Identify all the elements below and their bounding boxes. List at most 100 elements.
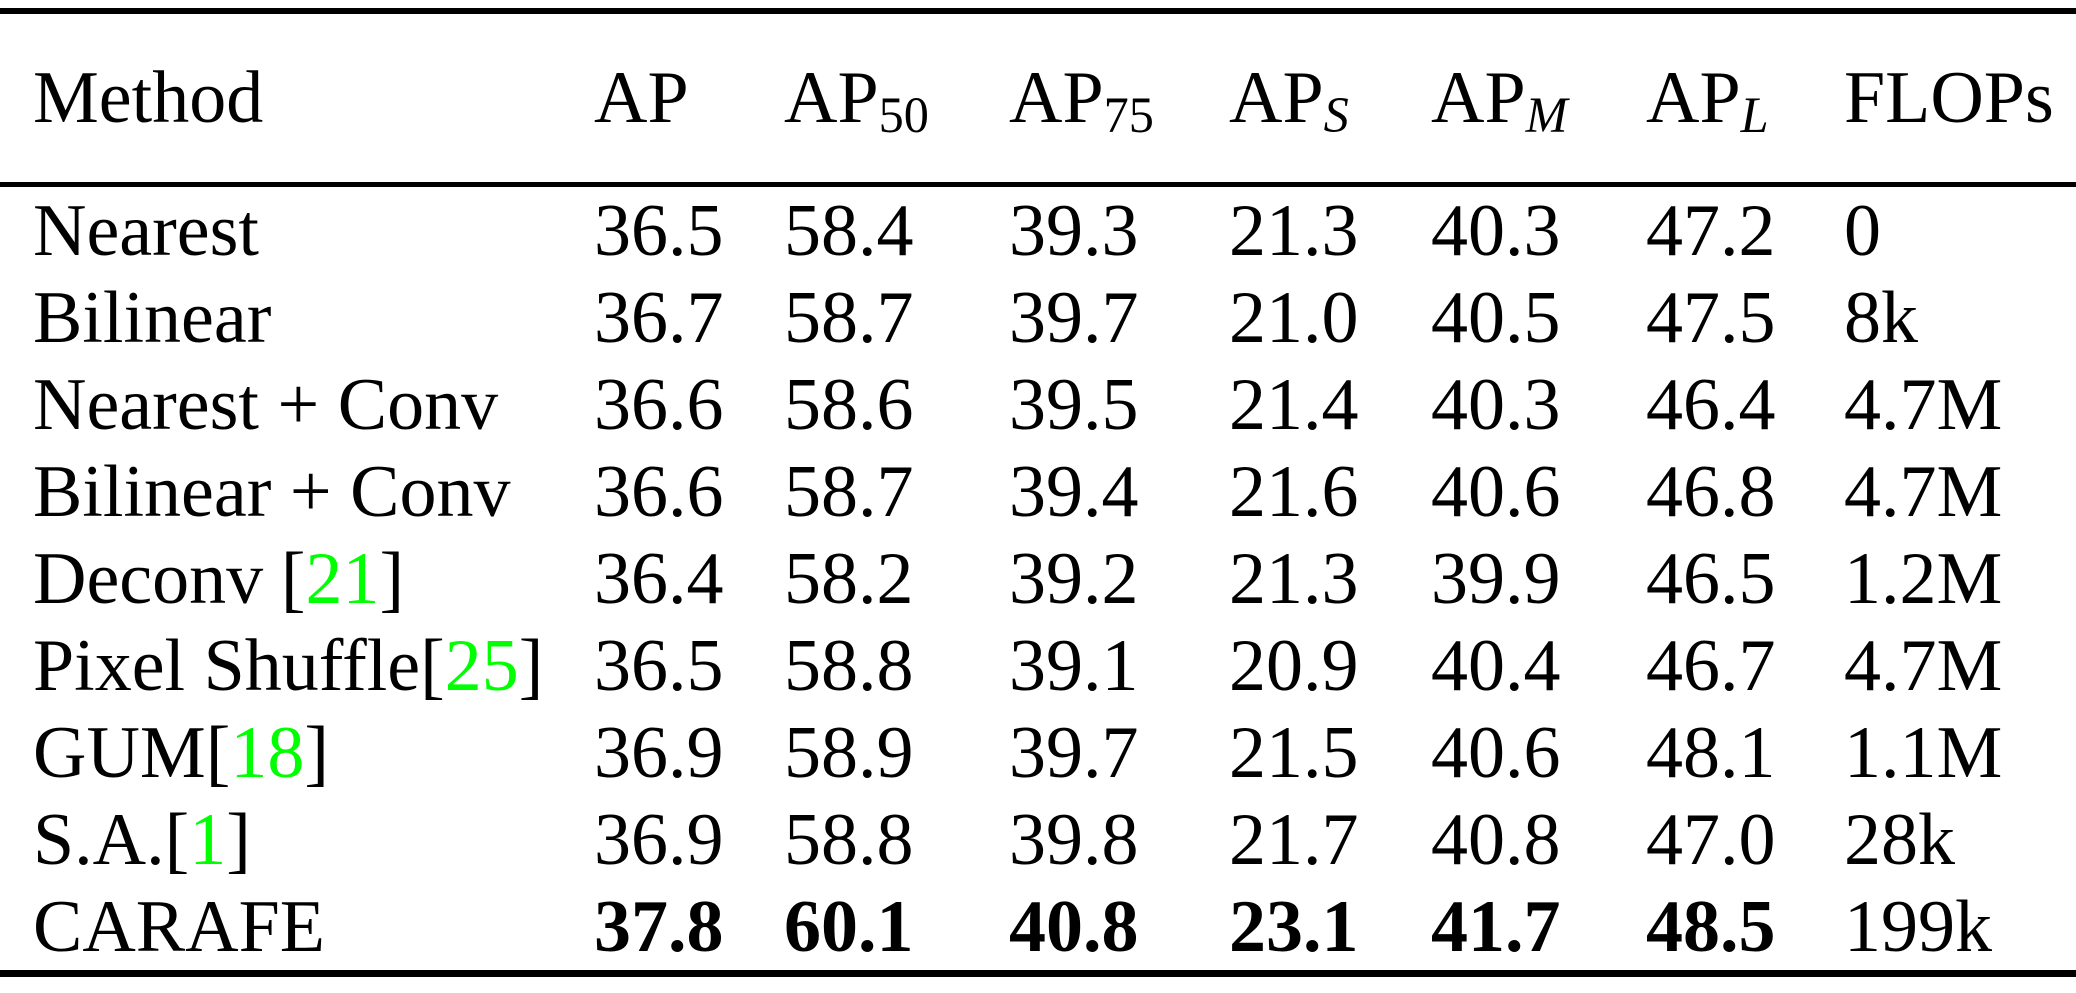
cell-flops: 8k [1844, 276, 1918, 359]
header-col-ap-m: APM [1431, 61, 1646, 140]
method-name: Pixel Shuffle [33, 624, 421, 707]
cell-ap-s: 21.5 [1229, 711, 1359, 794]
cell-ap-s: 23.1 [1229, 885, 1359, 968]
cell-ap: 36.6 [594, 450, 724, 533]
method-name: S.A. [33, 798, 165, 881]
method-name: Nearest + Conv [33, 363, 499, 446]
table-row: Bilinear 36.7 58.7 39.7 21.0 40.5 47.5 8k [0, 274, 2076, 361]
cell-flops: 4.7M [1844, 363, 2003, 446]
cell-ap-l: 46.4 [1646, 363, 1776, 446]
cell-ap50: 58.6 [784, 363, 914, 446]
header-subscript: 50 [878, 87, 929, 144]
cell-ap-m: 40.5 [1431, 276, 1561, 359]
cell-ap75: 39.5 [1009, 363, 1139, 446]
cell-method: Bilinear [33, 281, 594, 355]
method-name: Nearest [33, 189, 259, 272]
results-table: Method AP AP50 AP75 APS APM APL FLOPs Nearest 36… [0, 8, 2076, 977]
cell-flops: 199k [1844, 885, 1992, 968]
cell-ap50: 58.8 [784, 624, 914, 707]
cell-ap75: 39.4 [1009, 450, 1139, 533]
citation-number: 1 [189, 798, 227, 881]
header-label: AP [784, 57, 879, 139]
header-subscript: S [1323, 87, 1349, 144]
header-col-method: Method [33, 61, 594, 135]
header-subscript: 75 [1103, 87, 1154, 144]
cell-method: Nearest [33, 194, 594, 268]
citation-bracket-open: [ [420, 624, 445, 707]
cell-method: Pixel Shuffle[25] [33, 629, 594, 703]
cell-ap-m: 40.6 [1431, 711, 1561, 794]
header-label: AP [1431, 57, 1526, 139]
cell-ap-l: 48.5 [1646, 885, 1776, 968]
table-body: Nearest 36.5 58.4 39.3 21.3 40.3 47.2 0 Bilinear… [0, 187, 2076, 970]
cell-ap-s: 21.3 [1229, 189, 1359, 272]
cell-ap: 36.9 [594, 798, 724, 881]
cell-ap75: 39.1 [1009, 624, 1139, 707]
cell-ap-l: 47.5 [1646, 276, 1776, 359]
method-name: GUM [33, 711, 206, 794]
cell-flops: 1.2M [1844, 537, 2003, 620]
table-row: S.A.[1] 36.9 58.8 39.8 21.7 40.8 47.0 28k [0, 796, 2076, 883]
table-header-row: Method AP AP50 AP75 APS APM APL FLOPs [0, 14, 2076, 182]
citation-number: 25 [444, 624, 519, 707]
cell-ap-s: 21.3 [1229, 537, 1359, 620]
citation-bracket-open: [ [164, 798, 190, 881]
citation-number: 18 [230, 711, 305, 794]
method-name: Bilinear + Conv [33, 450, 511, 533]
cell-method: GUM[18] [33, 716, 594, 790]
citation-bracket-close: ] [226, 798, 251, 881]
table-row: Nearest 36.5 58.4 39.3 21.3 40.3 47.2 0 [0, 187, 2076, 274]
cell-method: CARAFE [33, 890, 594, 964]
cell-ap-m: 40.4 [1431, 624, 1561, 707]
cell-ap75: 39.2 [1009, 537, 1139, 620]
cell-ap-s: 21.7 [1229, 798, 1359, 881]
header-subscript: M [1525, 87, 1568, 144]
header-label: AP [594, 57, 689, 139]
table-row: Pixel Shuffle[25] 36.5 58.8 39.1 20.9 40.4 46.… [0, 622, 2076, 709]
cell-ap50: 58.9 [784, 711, 914, 794]
cell-ap: 36.9 [594, 711, 724, 794]
method-name: CARAFE [33, 885, 325, 968]
cell-ap-s: 21.0 [1229, 276, 1359, 359]
cell-ap-m: 41.7 [1431, 885, 1561, 968]
header-label: FLOPs [1844, 57, 2054, 139]
cell-method: S.A.[1] [33, 803, 594, 877]
table-row: CARAFE 37.8 60.1 40.8 23.1 41.7 48.5 199k [0, 883, 2076, 970]
table-top-rule [0, 8, 2076, 14]
cell-ap-l: 48.1 [1646, 711, 1776, 794]
cell-ap-s: 20.9 [1229, 624, 1359, 707]
cell-ap-s: 21.6 [1229, 450, 1359, 533]
cell-flops: 4.7M [1844, 624, 2003, 707]
cell-ap50: 58.8 [784, 798, 914, 881]
header-col-ap-l: APL [1646, 61, 1844, 140]
cell-ap: 36.5 [594, 189, 724, 272]
cell-flops: 4.7M [1844, 450, 2003, 533]
cell-ap50: 58.7 [784, 450, 914, 533]
cell-ap75: 39.7 [1009, 711, 1139, 794]
cell-flops: 28k [1844, 798, 1955, 881]
cell-ap-l: 47.0 [1646, 798, 1776, 881]
header-label: AP [1229, 57, 1324, 139]
cell-flops: 0 [1844, 189, 1881, 272]
citation-bracket-close: ] [304, 711, 329, 794]
cell-ap-l: 47.2 [1646, 189, 1776, 272]
cell-ap50: 58.4 [784, 189, 914, 272]
header-col-flops: FLOPs [1844, 61, 2076, 135]
cell-method: Bilinear + Conv [33, 455, 594, 529]
table-header-rule [0, 182, 2076, 187]
table-row: Nearest + Conv 36.6 58.6 39.5 21.4 40.3 46.4 4.… [0, 361, 2076, 448]
table-bottom-rule [0, 970, 2076, 977]
header-label: AP [1009, 57, 1104, 139]
cell-ap: 37.8 [594, 885, 724, 968]
header-label: AP [1646, 57, 1741, 139]
citation-bracket-open: [ [205, 711, 231, 794]
cell-ap75: 40.8 [1009, 885, 1139, 968]
citation-bracket-close: ] [379, 537, 405, 620]
cell-ap-m: 40.8 [1431, 798, 1561, 881]
citation-bracket-close: ] [518, 624, 544, 707]
cell-ap75: 39.8 [1009, 798, 1139, 881]
table-row: Deconv [21] 36.4 58.2 39.2 21.3 39.9 46.5 1.2M [0, 535, 2076, 622]
cell-ap-m: 40.3 [1431, 189, 1561, 272]
method-name: Deconv [33, 537, 264, 620]
cell-ap50: 58.7 [784, 276, 914, 359]
